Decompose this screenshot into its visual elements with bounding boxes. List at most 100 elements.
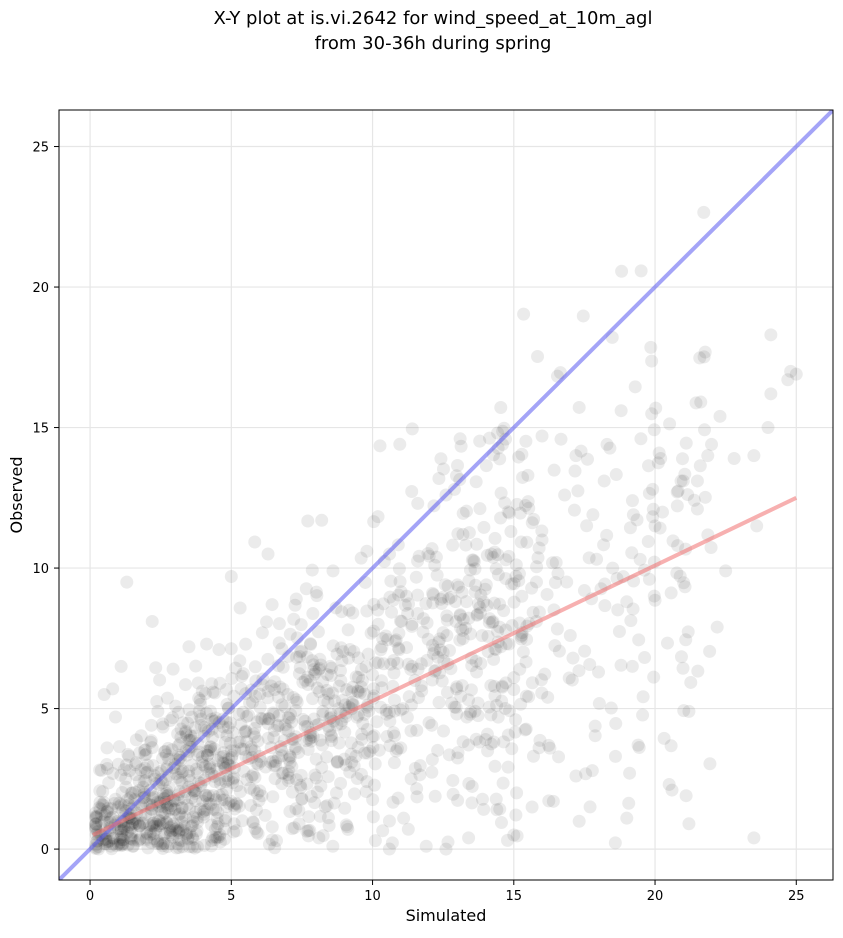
data-point: [396, 702, 410, 716]
data-point: [463, 627, 477, 641]
data-point: [340, 820, 354, 834]
data-point: [172, 841, 186, 855]
chart-title-line1: X-Y plot at is.vi.2642 for wind_speed_at…: [214, 8, 653, 29]
data-point: [248, 730, 262, 744]
data-point: [95, 797, 109, 811]
data-point: [220, 729, 234, 743]
data-point: [535, 533, 549, 547]
data-point: [203, 762, 217, 776]
data-point: [588, 719, 602, 733]
data-point: [481, 629, 495, 643]
data-point: [419, 597, 433, 611]
data-point: [251, 734, 265, 748]
data-point: [220, 800, 234, 814]
data-point: [158, 744, 172, 758]
data-point: [181, 716, 195, 730]
data-point: [165, 819, 179, 833]
data-point: [328, 694, 342, 708]
data-point: [310, 589, 324, 603]
data-point: [267, 759, 281, 773]
data-point: [495, 680, 509, 694]
data-point: [354, 767, 368, 781]
data-point: [140, 827, 154, 841]
data-point: [507, 671, 521, 685]
data-point: [462, 831, 476, 845]
data-point: [295, 644, 309, 658]
data-point: [190, 840, 204, 854]
data-point: [300, 650, 314, 664]
data-point: [163, 820, 177, 834]
data-point: [233, 785, 247, 799]
data-point: [155, 804, 169, 818]
data-point: [89, 809, 103, 823]
data-point: [480, 727, 494, 741]
data-point: [624, 614, 638, 628]
data-point: [382, 705, 396, 719]
data-point: [501, 505, 515, 519]
data-point: [625, 494, 639, 508]
data-point: [329, 601, 343, 615]
data-point: [549, 555, 563, 569]
data-point: [200, 744, 214, 758]
data-point: [394, 585, 408, 599]
data-point: [366, 793, 380, 807]
data-point: [136, 816, 150, 830]
data-point: [100, 741, 114, 755]
data-point: [398, 598, 412, 612]
data-point: [212, 643, 226, 657]
data-point: [614, 658, 628, 672]
data-point: [182, 703, 196, 717]
data-point: [108, 710, 122, 724]
data-point: [522, 501, 536, 515]
data-point: [620, 595, 634, 609]
data-point: [546, 794, 560, 808]
data-point: [414, 679, 428, 693]
data-point: [446, 538, 460, 552]
data-point: [449, 595, 463, 609]
data-point: [471, 709, 485, 723]
data-point: [367, 729, 381, 743]
data-point: [540, 587, 554, 601]
data-point: [244, 740, 258, 754]
data-point: [409, 570, 423, 584]
data-point: [246, 815, 260, 829]
data-point: [220, 683, 234, 697]
data-point: [666, 534, 680, 548]
data-point: [435, 597, 449, 611]
data-point: [301, 670, 315, 684]
data-point: [315, 761, 329, 775]
data-point: [306, 607, 320, 621]
data-point: [156, 717, 170, 731]
data-point: [101, 802, 115, 816]
data-point: [512, 574, 526, 588]
data-point: [261, 691, 275, 705]
data-point: [673, 569, 687, 583]
data-point: [495, 694, 509, 708]
data-point: [188, 841, 202, 855]
data-point: [147, 819, 161, 833]
data-point: [125, 825, 139, 839]
data-point: [468, 562, 482, 576]
data-point: [266, 754, 280, 768]
data-point: [102, 834, 116, 848]
data-point: [209, 803, 223, 817]
data-point: [161, 741, 175, 755]
data-point: [462, 574, 476, 588]
data-point: [292, 745, 306, 759]
data-point: [262, 712, 276, 726]
data-point: [383, 714, 397, 728]
data-point: [89, 806, 103, 820]
data-point: [375, 674, 389, 688]
data-point: [249, 803, 263, 817]
data-point: [268, 841, 282, 855]
data-point: [489, 642, 503, 656]
fit-line: [92, 496, 798, 837]
data-point: [347, 645, 361, 659]
data-point: [670, 566, 684, 580]
data-point: [362, 704, 376, 718]
data-point: [660, 636, 674, 650]
data-point: [133, 819, 147, 833]
data-point: [139, 833, 153, 847]
data-point: [220, 756, 234, 770]
data-point: [501, 728, 515, 742]
